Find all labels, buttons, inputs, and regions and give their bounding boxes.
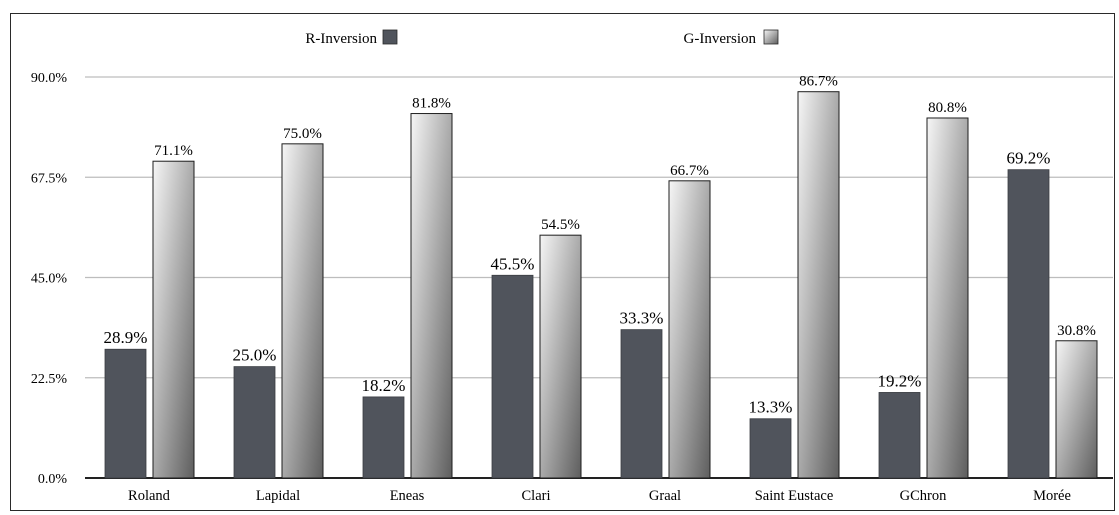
legend-label-g-inversion: G-Inversion — [684, 31, 757, 47]
bar-r-inversion — [104, 348, 147, 479]
data-label-g-inversion: 81.8% — [412, 96, 451, 112]
bar-r-inversion — [491, 274, 534, 479]
x-category-label: Graal — [649, 488, 681, 504]
data-label-g-inversion: 54.5% — [541, 217, 580, 233]
data-label-g-inversion: 80.8% — [928, 100, 967, 116]
y-tick-label: 0.0% — [38, 472, 68, 487]
bar-r-inversion — [749, 418, 792, 479]
x-category-label: Roland — [128, 488, 171, 504]
bar-g-inversion — [539, 234, 582, 479]
data-label-r-inversion: 45.5% — [491, 254, 535, 273]
bar-g-inversion — [668, 180, 711, 479]
bar-r-inversion — [233, 366, 276, 479]
legend-swatch-r-inversion — [382, 29, 398, 45]
data-label-r-inversion: 18.2% — [362, 376, 406, 395]
x-category-label: Morée — [1033, 488, 1071, 504]
data-label-g-inversion: 66.7% — [670, 163, 709, 179]
y-tick-label: 45.0% — [31, 272, 68, 287]
bar-r-inversion — [878, 392, 921, 479]
y-tick-label: 90.0% — [31, 71, 68, 86]
data-label-r-inversion: 19.2% — [878, 371, 922, 390]
bar-g-inversion — [797, 91, 840, 479]
data-label-r-inversion: 13.3% — [749, 398, 793, 417]
y-tick-label: 67.5% — [31, 171, 68, 186]
x-category-label: Lapidal — [256, 488, 300, 504]
data-label-g-inversion: 30.8% — [1057, 323, 1096, 339]
data-label-r-inversion: 25.0% — [233, 346, 277, 365]
bar-r-inversion — [362, 396, 405, 479]
bar-r-inversion — [1007, 169, 1050, 479]
data-label-g-inversion: 71.1% — [154, 143, 193, 159]
data-label-g-inversion: 75.0% — [283, 126, 322, 142]
bar-g-inversion — [410, 113, 453, 479]
chart-frame — [10, 13, 1115, 511]
data-label-r-inversion: 69.2% — [1007, 149, 1051, 168]
bar-g-inversion — [1055, 340, 1098, 479]
x-category-label: Clari — [522, 488, 551, 504]
data-label-r-inversion: 28.9% — [104, 328, 148, 347]
data-label-r-inversion: 33.3% — [620, 309, 664, 328]
bar-g-inversion — [152, 160, 195, 479]
x-category-label: Saint Eustace — [755, 488, 834, 504]
bar-g-inversion — [281, 143, 324, 479]
legend-swatch-g-inversion — [763, 29, 779, 45]
bar-r-inversion — [620, 329, 663, 479]
y-tick-label: 22.5% — [31, 372, 68, 387]
x-category-label: GChron — [900, 488, 947, 504]
legend-label-r-inversion: R-Inversion — [305, 31, 377, 47]
data-label-g-inversion: 86.7% — [799, 74, 838, 90]
x-category-label: Eneas — [390, 488, 425, 504]
bar-g-inversion — [926, 117, 969, 479]
